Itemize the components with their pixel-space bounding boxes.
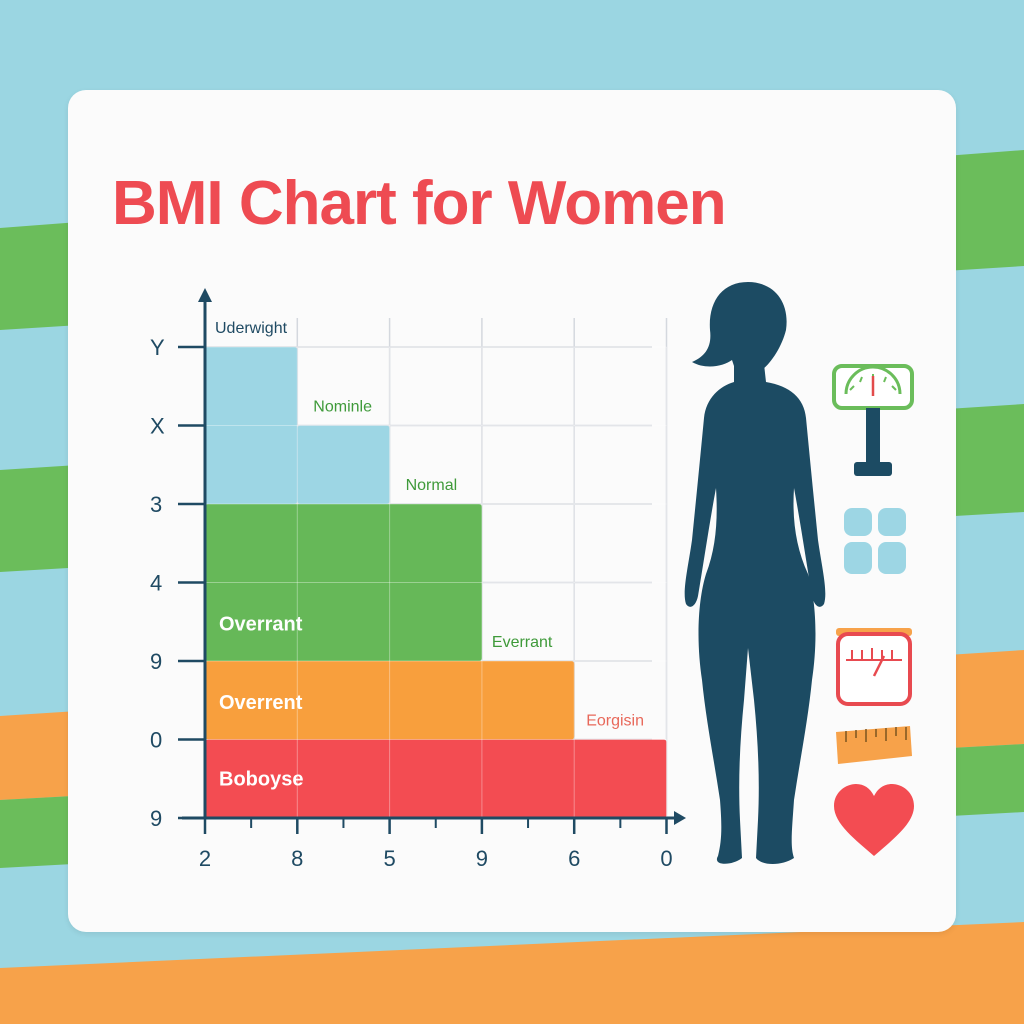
chart-title: BMI Chart for Women	[112, 169, 727, 238]
step-label: Overrent	[219, 692, 303, 714]
step-label: Normal	[406, 477, 458, 494]
x-axis-arrow	[674, 811, 686, 825]
y-tick-label: 4	[150, 571, 162, 596]
bmi-step-bar	[205, 739, 667, 818]
step-label: Everrant	[492, 634, 553, 651]
bmi-step-bar	[205, 661, 575, 740]
y-tick-label: 9	[150, 806, 162, 831]
bmi-step-bar	[205, 347, 298, 504]
x-tick-label: 2	[199, 846, 211, 871]
woman-silhouette	[684, 282, 826, 864]
scale-icon	[832, 364, 914, 476]
x-tick-label: 6	[568, 846, 580, 871]
weighing-scale-icon	[836, 628, 912, 706]
step-label: Nominle	[313, 399, 372, 416]
y-tick-label: Y	[150, 335, 165, 360]
x-tick-label: 8	[291, 846, 303, 871]
step-label: Boboyse	[219, 769, 303, 791]
y-tick-label: 0	[150, 728, 162, 753]
bmi-step-bar	[297, 425, 390, 504]
x-tick-label: 9	[476, 846, 488, 871]
step-label: Uderwight	[215, 320, 288, 337]
measuring-tape-icon	[836, 726, 912, 764]
heart-icon	[834, 784, 914, 856]
x-tick-label: 0	[660, 846, 672, 871]
y-tick-label: 9	[150, 649, 162, 674]
bmi-step-bar	[205, 582, 482, 661]
y-axis-arrow	[198, 288, 212, 302]
step-label: Overrant	[219, 614, 303, 636]
y-tick-label: X	[150, 414, 165, 439]
x-tick-label: 5	[383, 846, 395, 871]
step-label: Eorgisin	[586, 713, 644, 730]
window-icon	[844, 508, 906, 574]
y-tick-label: 3	[150, 492, 162, 517]
